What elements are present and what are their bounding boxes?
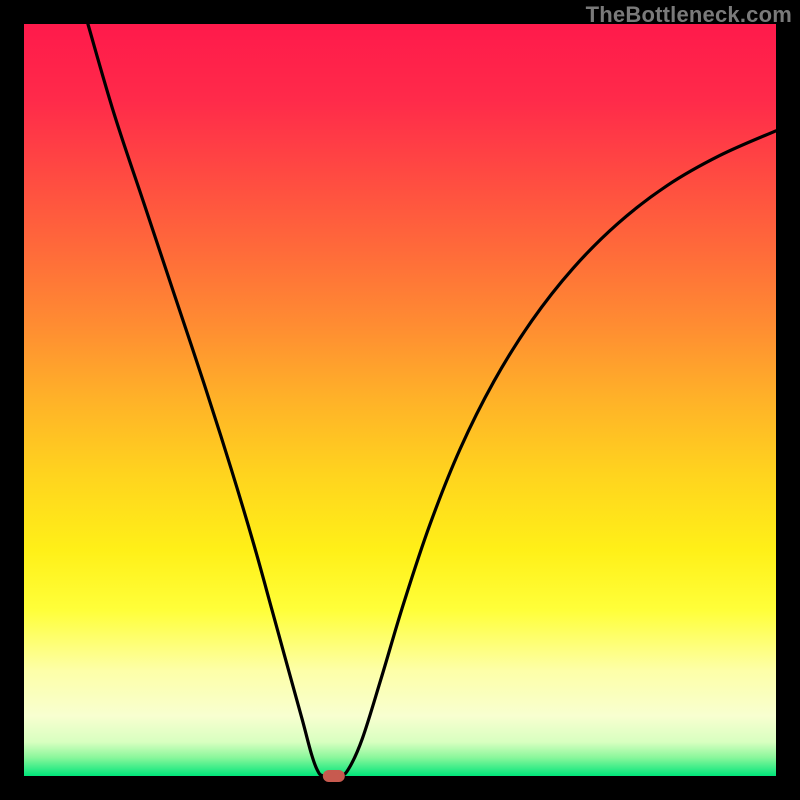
bottleneck-chart	[0, 0, 800, 800]
chart-container: TheBottleneck.com	[0, 0, 800, 800]
optimal-point-marker	[323, 770, 345, 782]
plot-background	[24, 24, 776, 776]
watermark-text: TheBottleneck.com	[586, 2, 792, 28]
